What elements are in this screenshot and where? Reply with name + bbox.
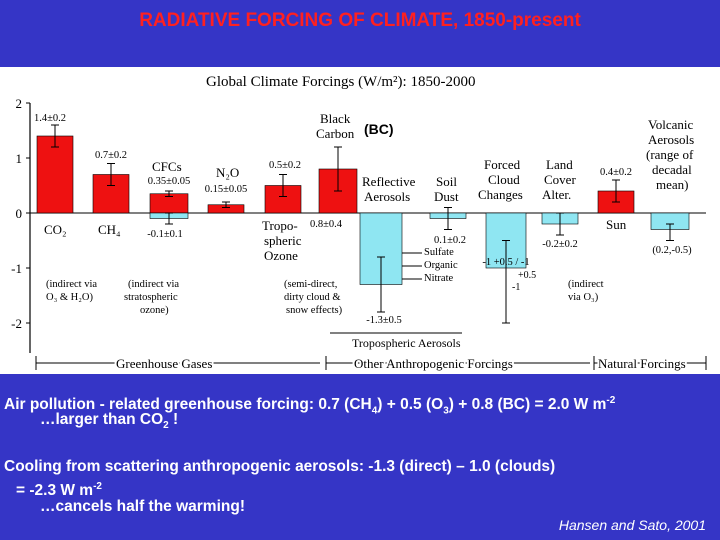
volcanic-line-1: Volcanic bbox=[648, 117, 693, 132]
tropo-ozone-line-2: spheric bbox=[264, 233, 302, 248]
y-tick-label: -1 bbox=[11, 261, 22, 276]
reflective-line-2: Aerosols bbox=[364, 189, 410, 204]
value-label: -1 +0.5 / -1 bbox=[482, 257, 529, 268]
co2-note-line-1: (indirect via bbox=[46, 279, 97, 290]
cloud-minus-label: -1 bbox=[512, 282, 520, 293]
forced-cloud-line-1: Forced bbox=[484, 157, 521, 172]
label-black-carbon: Black Carbon bbox=[316, 111, 355, 141]
note-ch4: (indirect via stratospheric ozone) bbox=[124, 279, 182, 316]
forcing-chart: Global Climate Forcings (W/m²): 1850-200… bbox=[0, 67, 720, 374]
value-label: (0.2,-0.5) bbox=[652, 245, 692, 256]
forced-cloud-line-2: Cloud bbox=[488, 172, 520, 187]
label-soil-dust: Soil Dust bbox=[434, 174, 460, 204]
note-1-ch4-sub: 4 bbox=[371, 405, 378, 417]
label-ch4: CH₄ bbox=[98, 222, 121, 237]
soil-dust-line-2: Dust bbox=[434, 189, 459, 204]
value-label: -0.1±0.1 bbox=[147, 229, 183, 240]
aerosol-type-organic: Organic bbox=[424, 260, 458, 271]
y-ticks: 2 1 0 -1 -2 bbox=[11, 96, 30, 331]
soil-dust-line-1: Soil bbox=[436, 174, 457, 189]
value-label: -1.3±0.5 bbox=[366, 315, 402, 326]
y-tick-label: 1 bbox=[16, 151, 23, 166]
note-co2: (indirect via O₃ & H₂O) bbox=[46, 279, 100, 303]
aerosol-type-nitrate: Nitrate bbox=[424, 273, 453, 284]
cooling-note: Cooling from scattering anthropogenic ae… bbox=[4, 458, 556, 475]
black-carbon-line-1: Black bbox=[320, 111, 351, 126]
note-sun: (indirect via O₃) bbox=[568, 279, 606, 303]
cooling-total-note: = -2.3 W m-2 bbox=[16, 477, 102, 500]
bc-annotation: (BC) bbox=[364, 121, 394, 137]
y-tick-label: -2 bbox=[11, 316, 22, 331]
note-2b-prefix: = -2.3 W m bbox=[16, 482, 94, 500]
volcanic-line-2: Aerosols bbox=[648, 132, 694, 147]
bc-note-line-3: snow effects) bbox=[286, 305, 343, 316]
ch4-note-line-1: (indirect via bbox=[128, 279, 179, 290]
value-label: 0.35±0.05 bbox=[148, 176, 191, 187]
tropo-ozone-line-3: Ozone bbox=[264, 248, 298, 263]
aerosol-types: Sulfate Organic Nitrate bbox=[424, 247, 460, 284]
volcanic-line-4: decadal bbox=[652, 162, 692, 177]
label-land-cover: Land Cover Alter. bbox=[542, 157, 579, 202]
chart-title: Global Climate Forcings (W/m²): 1850-200… bbox=[206, 74, 475, 90]
group-other: Other Anthropogenic Forcings bbox=[354, 356, 513, 371]
note-bc: (semi-direct, dirty cloud & snow effects… bbox=[284, 279, 343, 316]
label-volcanic: Volcanic Aerosols (range of decadal mean… bbox=[646, 117, 697, 192]
cloud-plus-label: +0.5 bbox=[518, 270, 536, 281]
note-1-o3-sub: 3 bbox=[443, 405, 449, 417]
note-2b-unit-sup: -2 bbox=[93, 481, 102, 492]
sun-note-line-1: (indirect bbox=[568, 279, 604, 290]
land-cover-line-2: Cover bbox=[544, 172, 576, 187]
land-cover-line-1: Land bbox=[546, 157, 573, 172]
bc-note-line-1: (semi-direct, bbox=[284, 279, 337, 290]
larger-than-co2-note: …larger than CO2 ! bbox=[40, 410, 178, 435]
ch4-note-line-2: stratospheric bbox=[124, 292, 178, 303]
reflective-line-1: Reflective bbox=[362, 174, 416, 189]
note-1-mid2: ) + 0.8 (BC) = 2.0 W m bbox=[448, 396, 607, 414]
air-pollution-note: Air pollution - related greenhouse forci… bbox=[4, 391, 615, 420]
note-1b-co2-sub: 2 bbox=[163, 420, 169, 432]
tropo-ozone-line-1: Tropo- bbox=[262, 218, 298, 233]
label-sun: Sun bbox=[606, 217, 627, 232]
bc-note-line-2: dirty cloud & bbox=[284, 292, 341, 303]
forced-cloud-line-3: Changes bbox=[478, 187, 523, 202]
value-label: -0.2±0.2 bbox=[542, 239, 578, 250]
value-label: 0.7±0.2 bbox=[95, 150, 127, 161]
chart-canvas: Global Climate Forcings (W/m²): 1850-200… bbox=[11, 74, 707, 373]
citation: Hansen and Sato, 2001 bbox=[558, 517, 706, 533]
group-tropospheric: Tropospheric Aerosols bbox=[352, 336, 461, 350]
value-label: 0.15±0.05 bbox=[205, 184, 248, 195]
sun-note-line-2: via O₃) bbox=[568, 292, 599, 303]
note-1-prefix: Air pollution - related greenhouse forci… bbox=[4, 396, 372, 414]
y-tick-label: 0 bbox=[16, 206, 23, 221]
volcanic-line-5: mean) bbox=[656, 177, 688, 192]
volcanic-line-3: (range of bbox=[646, 147, 694, 162]
value-label: 1.4±0.2 bbox=[34, 113, 66, 124]
label-tropo-ozone: Tropo- spheric Ozone bbox=[262, 218, 305, 263]
group-greenhouse: Greenhouse Gases bbox=[116, 356, 212, 371]
note-1-unit-sup: -2 bbox=[606, 395, 616, 406]
label-co2: CO₂ bbox=[44, 222, 67, 237]
value-label: 0.1±0.2 bbox=[434, 235, 466, 246]
co2-note-line-2: O₃ & H₂O) bbox=[46, 292, 93, 303]
ch4-note-line-3: ozone) bbox=[140, 305, 169, 316]
bars: 1.4±0.2 0.7±0.2 0.35±0.05 -0.1±0.1 0.15±0.05… bbox=[34, 113, 692, 326]
slide-title: RADIATIVE FORCING OF CLIMATE, 1850-prese… bbox=[139, 10, 581, 31]
aerosol-type-sulfate: Sulfate bbox=[424, 247, 454, 258]
y-tick-label: 2 bbox=[16, 96, 23, 111]
bar bbox=[36, 135, 74, 214]
black-carbon-line-2: Carbon bbox=[316, 126, 355, 141]
value-label: 0.8±0.4 bbox=[310, 219, 343, 230]
note-1b-prefix: …larger than CO bbox=[40, 411, 164, 428]
label-reflective-aerosols: Reflective Aerosols bbox=[362, 174, 419, 204]
label-forced-cloud: Forced Cloud Changes bbox=[478, 157, 523, 202]
value-label: 0.5±0.2 bbox=[269, 160, 301, 171]
value-label: 0.4±0.2 bbox=[600, 167, 632, 178]
note-1-mid1: ) + 0.5 (O bbox=[377, 396, 444, 414]
label-n2o: N₂O bbox=[216, 165, 239, 180]
label-cfcs: CFCs bbox=[152, 159, 182, 174]
group-natural: Natural Forcings bbox=[598, 356, 686, 371]
note-1b-suffix: ! bbox=[168, 411, 179, 428]
cancels-warming-note: …cancels half the warming! bbox=[40, 498, 245, 515]
land-cover-line-3: Alter. bbox=[542, 187, 571, 202]
